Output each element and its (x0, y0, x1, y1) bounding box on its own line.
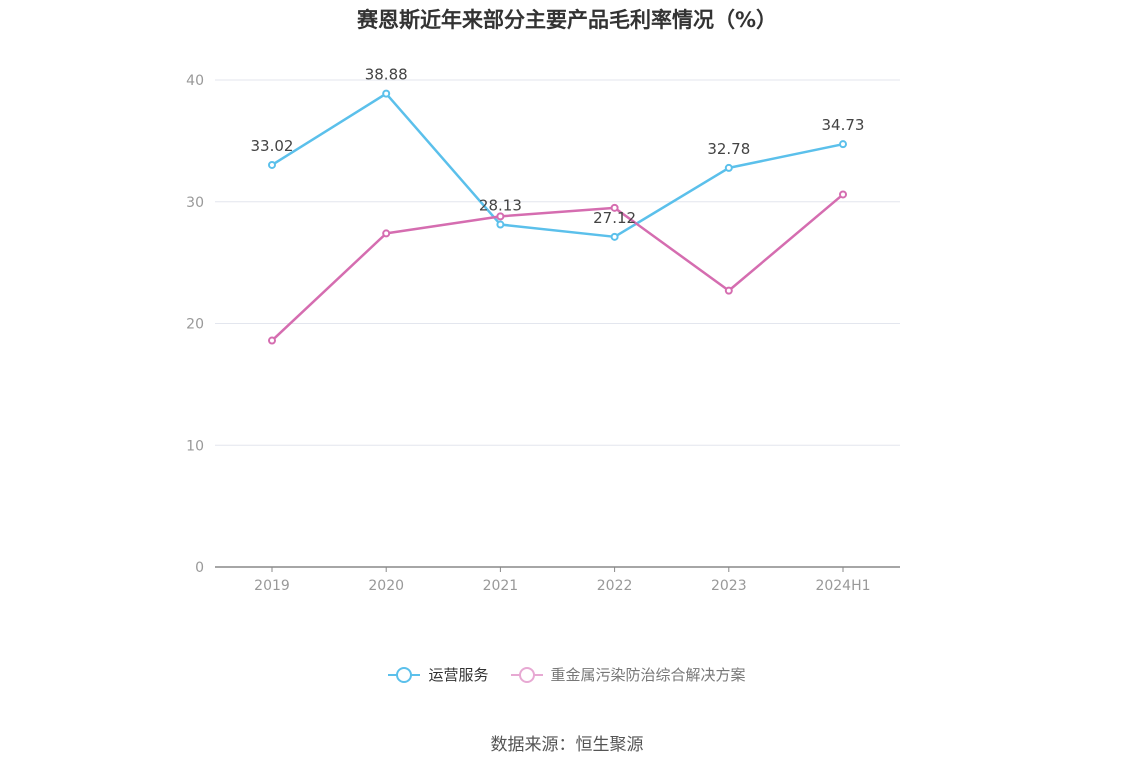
data-label: 28.13 (479, 197, 522, 215)
data-point[interactable] (496, 212, 505, 221)
data-point[interactable] (268, 336, 276, 345)
legend-line-icon (388, 666, 421, 684)
x-tick-label: 2022 (597, 578, 633, 594)
data-label: 32.78 (707, 140, 750, 158)
legend-item-series-1[interactable]: 运营服务 (388, 664, 489, 685)
x-tick-label: 2024H1 (815, 578, 870, 594)
data-point[interactable] (839, 140, 847, 149)
y-tick-label: 20 (186, 317, 204, 333)
axes: 0 10 20 30 40 2019 2020 2021 2022 2023 2024H1 (186, 73, 900, 594)
legend-label-series-1: 运营服务 (428, 666, 489, 684)
data-point[interactable] (382, 89, 391, 98)
series-lines (268, 89, 847, 345)
y-tick-label: 40 (186, 73, 204, 89)
y-tick-label: 30 (186, 195, 204, 211)
data-point[interactable] (610, 203, 619, 212)
y-tick-label: 0 (195, 560, 204, 576)
legend-label-series-2: 重金属污染防治综合解决方案 (550, 666, 746, 684)
chart-title: 赛恩斯近年来部分主要产品毛利率情况（%） (356, 8, 778, 32)
data-source: 数据来源：恒生聚源 (490, 735, 644, 755)
data-point[interactable] (724, 286, 733, 295)
data-labels: 33.02 38.88 28.13 27.12 32.78 34.73 (251, 66, 865, 227)
data-label: 27.12 (593, 209, 636, 227)
legend: 运营服务 重金属污染防治综合解决方案 (0, 664, 1134, 685)
y-tick-label: 10 (186, 438, 204, 454)
data-point[interactable] (496, 220, 505, 229)
data-label: 33.02 (251, 137, 294, 155)
data-label: 38.88 (365, 66, 408, 84)
data-point[interactable] (610, 232, 619, 241)
legend-line-icon (510, 666, 543, 684)
x-tick-label: 2019 (254, 578, 290, 594)
line-chart: 0 10 20 30 40 2019 2020 2021 2022 2023 2024H1 33.0… (186, 66, 900, 594)
x-tick-label: 2023 (711, 578, 747, 594)
data-point[interactable] (839, 190, 847, 199)
x-tick-label: 2020 (368, 578, 404, 594)
data-label: 34.73 (822, 116, 865, 134)
x-tick-label: 2021 (483, 578, 519, 594)
series-line-1 (271, 92, 844, 239)
data-point[interactable] (724, 163, 733, 172)
legend-item-series-2[interactable]: 重金属污染防治综合解决方案 (510, 664, 746, 685)
series-line-2 (271, 193, 844, 342)
gridlines (215, 79, 900, 446)
data-point[interactable] (268, 160, 276, 169)
data-point[interactable] (382, 229, 391, 238)
